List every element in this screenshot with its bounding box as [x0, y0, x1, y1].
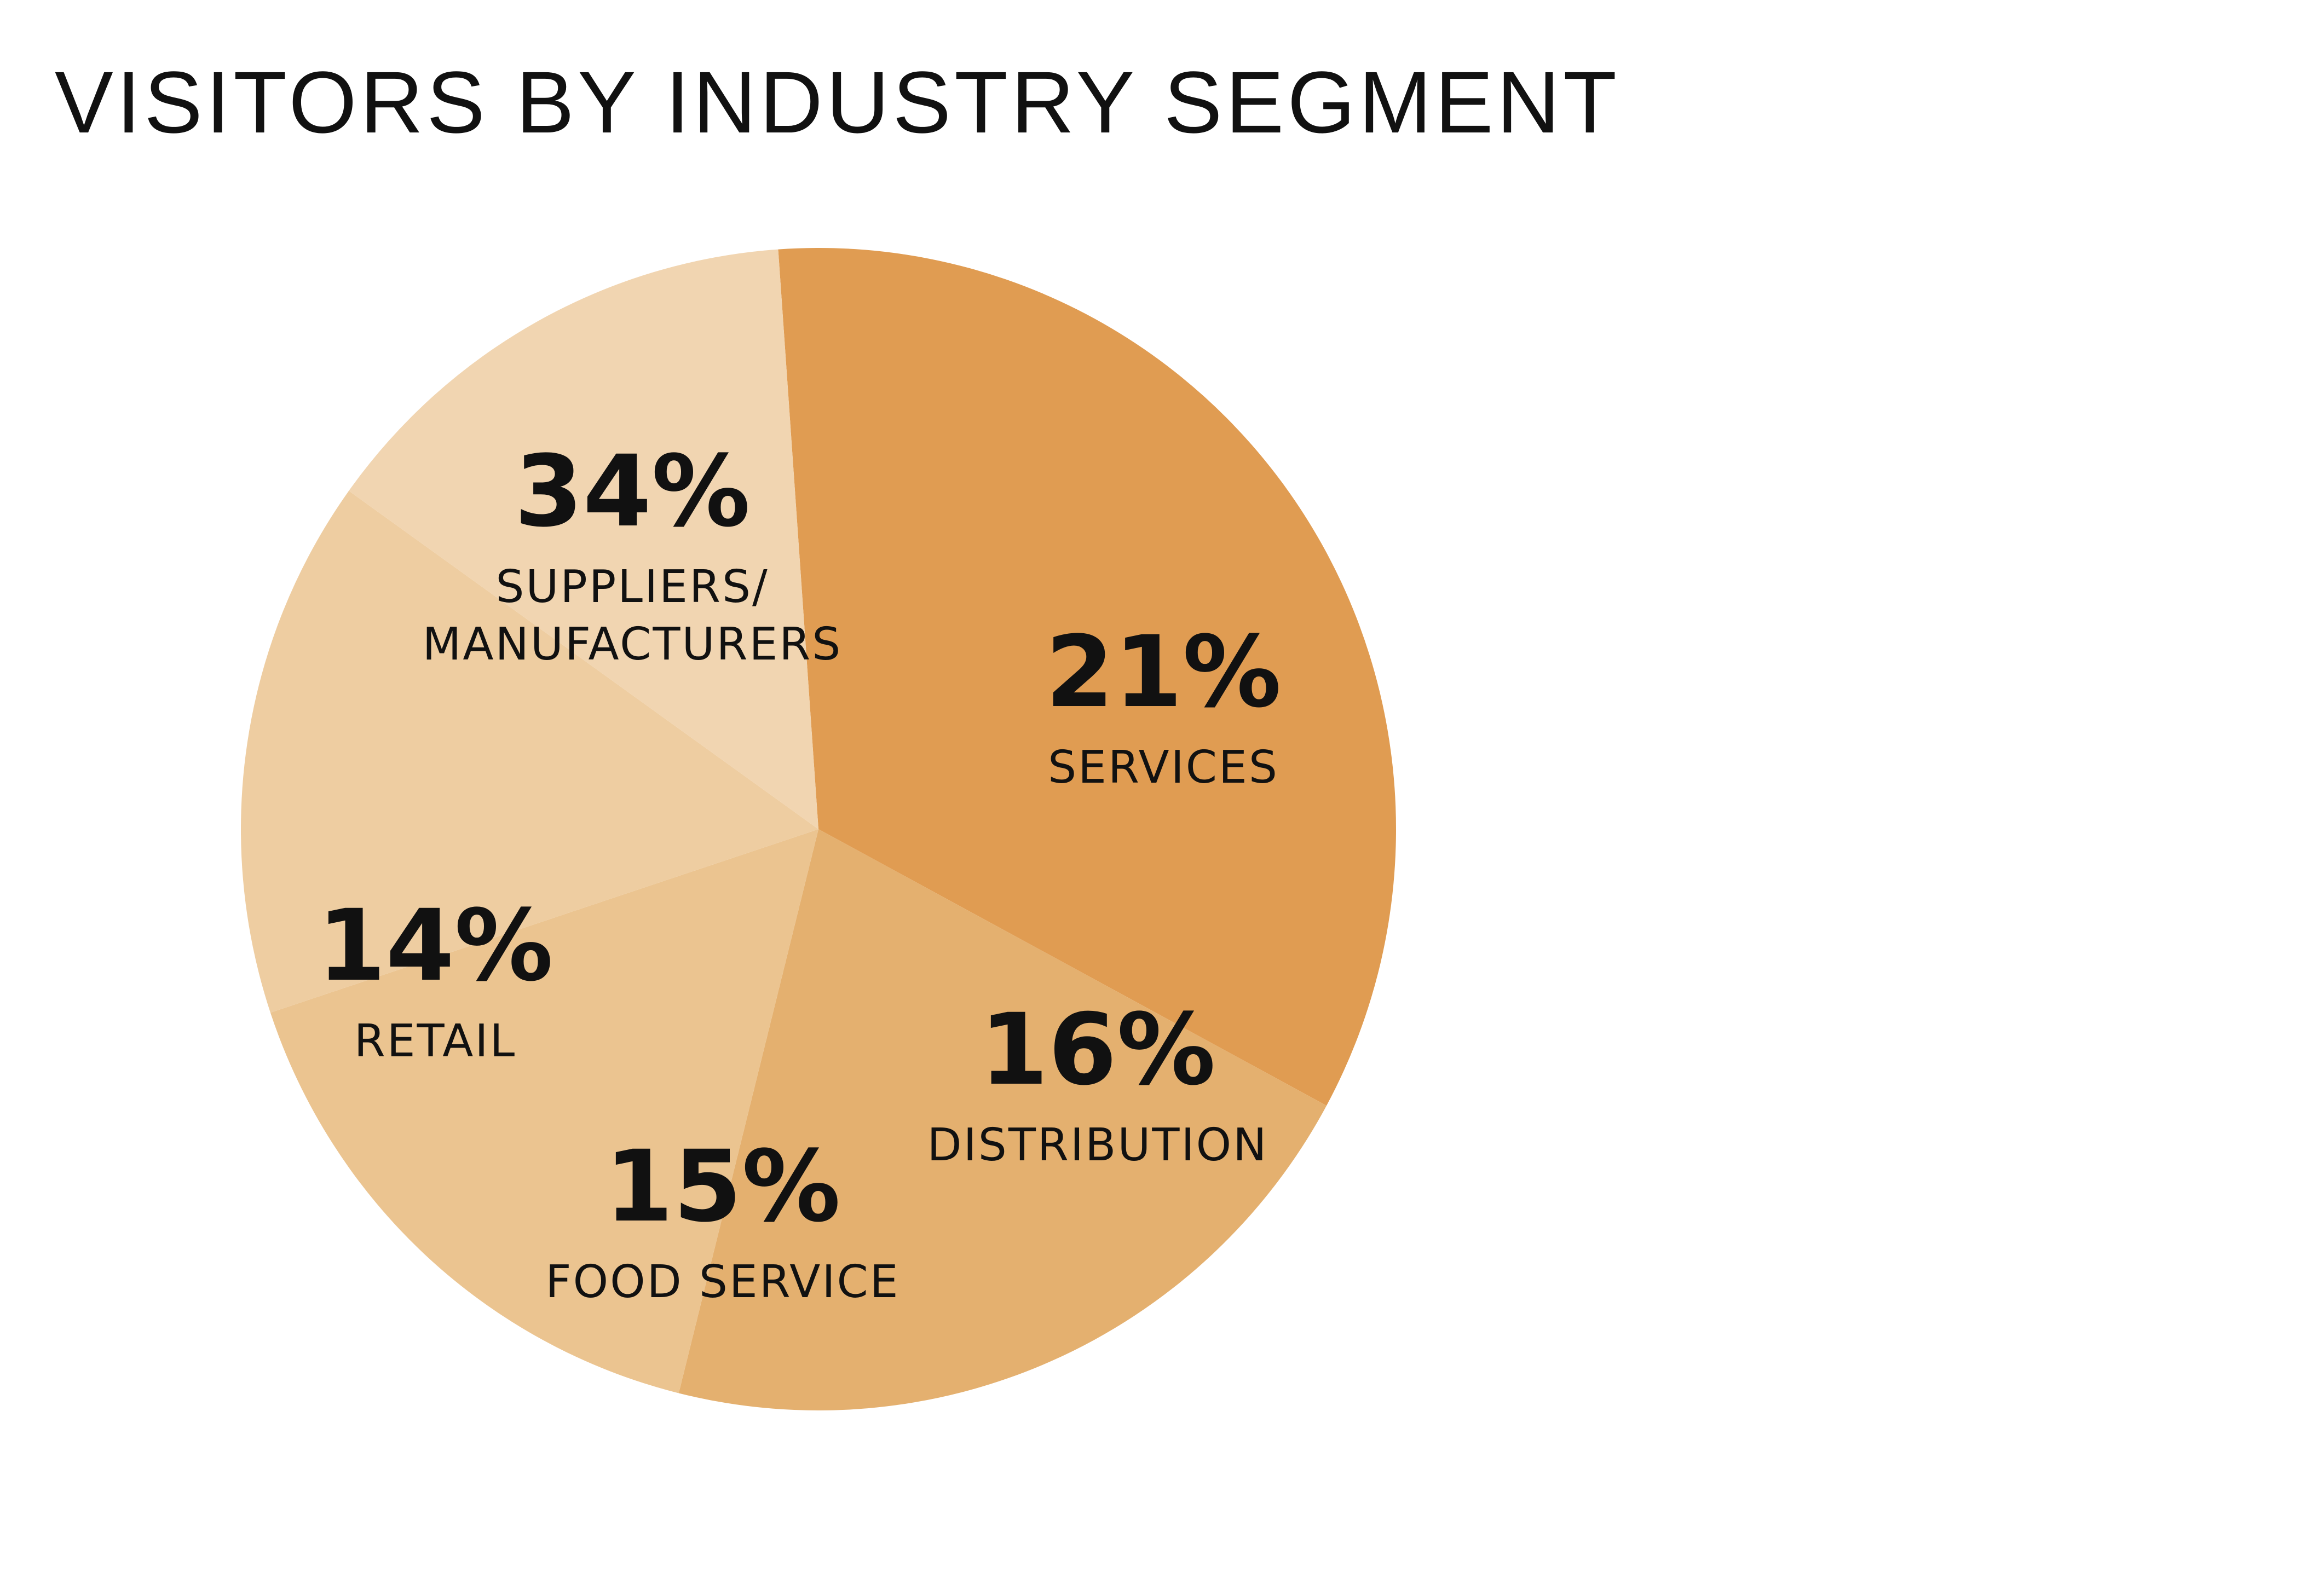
- slice-value-label: 34%: [515, 435, 751, 549]
- pie-slice: [349, 249, 818, 830]
- slice-value-label: 15%: [605, 1130, 841, 1244]
- pie-slice: [270, 829, 819, 1393]
- pie-slice: [241, 490, 818, 1013]
- slice-category-label: SERVICES: [1048, 742, 1279, 794]
- slice-value-label: 16%: [980, 993, 1216, 1107]
- slice-category-label: SUPPLIERS/: [495, 561, 769, 613]
- slice-value-label: 21%: [1046, 615, 1282, 730]
- slice-category-label: DISTRIBUTION: [927, 1119, 1268, 1171]
- pie-labels: 34% SUPPLIERS/MANUFACTURERS 21% SERVICES 16%…: [318, 435, 1282, 1308]
- slice-value-label: 14%: [318, 889, 553, 1003]
- pie-slice: [678, 829, 1327, 1411]
- slice-category-label: RETAIL: [354, 1015, 516, 1067]
- pie-slices: [241, 248, 1396, 1411]
- slice-category-label: FOOD SERVICE: [545, 1256, 899, 1308]
- slice-category-label: MANUFACTURERS: [423, 618, 843, 670]
- chart-title: VISITORS BY INDUSTRY SEGMENT: [55, 53, 1621, 151]
- pie-slice: [778, 248, 1396, 1106]
